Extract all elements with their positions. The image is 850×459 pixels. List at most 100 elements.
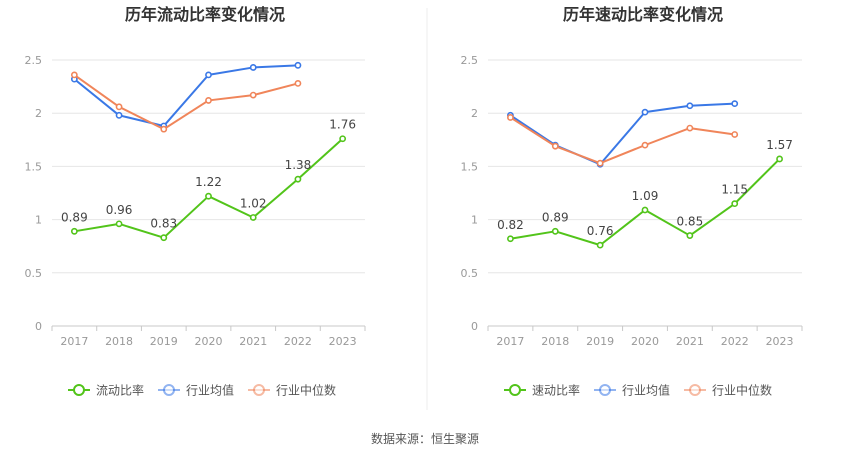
series-0-group: 0.82 0.89 0.76 1.09 0.85 1.15 1.57 [497, 138, 793, 249]
data-point [205, 192, 212, 200]
x-tick-label: 2019 [150, 335, 178, 348]
legend-item-1[interactable]: 流动比率 [68, 383, 144, 398]
y-tick-label: 1 [35, 214, 42, 227]
legend-label: 流动比率 [96, 383, 144, 398]
data-label: 0.85 [676, 215, 703, 229]
legend-label: 速动比率 [532, 383, 580, 398]
y-tick-label: 2 [35, 107, 42, 120]
data-point [294, 175, 302, 183]
data-label: 0.82 [497, 218, 524, 232]
data-point [551, 227, 559, 235]
data-point [339, 135, 347, 143]
y-tick-label: 1.5 [461, 160, 479, 173]
chart-panel-1: 历年流动比率变化情况 0 0.5 1 1.5 2 2.5 2017 2018 2019 2020 20… [25, 5, 366, 398]
chart-panel-2: 历年速动比率变化情况 0 0.5 1 1.5 2 2.5 2017 2018 2019 2020 20… [461, 5, 803, 398]
data-point [70, 71, 78, 79]
data-point [641, 108, 649, 116]
data-point [507, 235, 514, 243]
y-tick-label: 0.5 [25, 267, 43, 280]
chart-title: 历年速动比率变化情况 [563, 5, 723, 24]
data-point [115, 103, 123, 111]
legend-marker [599, 384, 611, 396]
data-point [294, 61, 302, 69]
data-label: 1.22 [195, 175, 222, 189]
data-point [686, 232, 694, 239]
data-label: 1.38 [285, 158, 312, 172]
y-tick-label: 2.5 [25, 54, 43, 67]
legend-marker [73, 384, 85, 396]
y-tick-label: 2.5 [461, 54, 479, 67]
series-line [509, 102, 735, 166]
x-tick-label: 2022 [721, 335, 749, 348]
legend-item-2[interactable]: 行业均值 [158, 383, 234, 398]
data-point [776, 155, 783, 163]
data-point [507, 114, 514, 121]
data-point [641, 141, 649, 149]
x-tick-label: 2017 [60, 335, 88, 348]
data-label: 0.83 [150, 217, 177, 231]
data-point [249, 214, 257, 221]
series-2-group [507, 114, 739, 167]
source-note: 数据来源：恒生聚源 [371, 431, 479, 446]
y-tick-label: 1.5 [25, 160, 43, 173]
data-label: 0.89 [542, 210, 569, 224]
x-tick-label: 2018 [541, 335, 569, 348]
data-label: 1.15 [721, 183, 748, 197]
series-line [73, 74, 299, 131]
series-2-group [70, 71, 302, 133]
data-point [731, 100, 739, 108]
data-point [115, 220, 123, 228]
legend-item-1[interactable]: 速动比率 [504, 383, 580, 398]
chart-title: 历年流动比率变化情况 [125, 5, 285, 24]
x-tick-label: 2023 [766, 335, 794, 348]
legend-marker [509, 384, 521, 396]
data-point [596, 159, 604, 167]
data-label: 0.76 [587, 224, 614, 238]
legend-item-3[interactable]: 行业中位数 [248, 383, 336, 398]
legend-marker [163, 384, 175, 396]
data-label: 0.89 [61, 210, 88, 224]
data-point [70, 227, 78, 235]
data-point [731, 200, 739, 208]
data-point [115, 111, 123, 119]
x-tick-label: 2020 [195, 335, 223, 348]
legend-label: 行业均值 [186, 383, 234, 398]
data-point [205, 97, 212, 104]
legend-marker [689, 384, 701, 396]
data-point [686, 102, 694, 110]
data-point [160, 234, 168, 242]
series-line [73, 64, 298, 127]
x-tick-label: 2021 [239, 335, 267, 348]
series-line [509, 116, 735, 165]
legend-item-2[interactable]: 行业均值 [594, 383, 670, 398]
data-label: 1.09 [632, 189, 659, 203]
series-1-group [507, 100, 739, 168]
data-point [731, 131, 739, 138]
y-tick-label: 1 [471, 214, 478, 227]
series-1-group [70, 61, 302, 130]
x-tick-label: 2019 [586, 335, 614, 348]
data-point [686, 124, 694, 132]
x-tick-label: 2017 [496, 335, 524, 348]
data-point [551, 142, 559, 150]
data-point [205, 71, 212, 79]
x-tick-label: 2021 [676, 335, 704, 348]
data-point [641, 206, 649, 214]
x-tick-label: 2018 [105, 335, 133, 348]
x-tick-label: 2023 [329, 335, 357, 348]
data-label: 1.57 [766, 138, 793, 152]
data-label: 1.02 [240, 196, 267, 210]
y-tick-label: 0 [35, 320, 42, 333]
x-tick-label: 2020 [631, 335, 659, 348]
y-tick-label: 0.5 [461, 267, 479, 280]
data-point [160, 125, 168, 133]
data-point [249, 64, 257, 71]
y-tick-label: 2 [471, 107, 478, 120]
data-label: 1.76 [329, 118, 356, 132]
legend-item-3[interactable]: 行业中位数 [684, 383, 772, 398]
series-0-group: 0.89 0.96 0.83 1.22 1.02 1.38 1.76 [61, 118, 356, 242]
data-label: 0.96 [106, 203, 133, 217]
legend-label: 行业中位数 [276, 383, 336, 398]
